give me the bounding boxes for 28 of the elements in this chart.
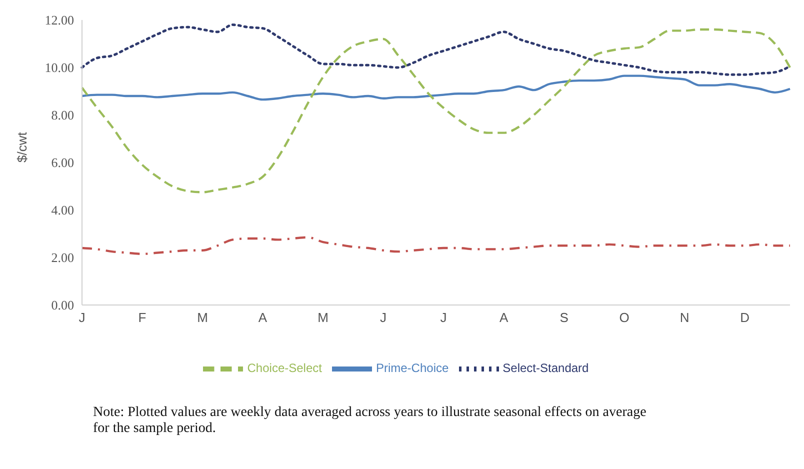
line-series: [80, 236, 792, 256]
legend-label: Choice-Select: [247, 361, 322, 376]
line-series: [80, 74, 792, 101]
y-tick-label: 4.00: [51, 202, 74, 218]
y-tick-label: 6.00: [51, 155, 74, 170]
line-series: [80, 28, 792, 194]
y-tick-label: 2.00: [51, 250, 74, 266]
x-tick-label: J: [440, 310, 447, 326]
x-tick-label: D: [740, 310, 750, 326]
legend-label: Prime-Choice: [376, 361, 449, 376]
x-tick-label: S: [560, 310, 569, 326]
x-tick-label: O: [619, 310, 630, 326]
x-tick-label: A: [499, 310, 508, 326]
y-tick-label: 8.00: [51, 108, 74, 123]
x-tick-label: J: [78, 310, 86, 326]
line-series: [80, 24, 792, 76]
x-tick-label: M: [197, 310, 208, 326]
x-tick-label: A: [258, 310, 268, 326]
x-tick-label: N: [680, 310, 690, 326]
y-axis-title: $/cwt: [14, 132, 30, 162]
y-tick-label: 0.00: [51, 298, 74, 313]
y-tick-label: 12.00: [44, 12, 74, 28]
y-tick-label: 10.00: [44, 60, 74, 76]
legend-label: Select-Standard: [502, 361, 589, 376]
text: Note: Plotted values are weekly data averaged across years to illustrate seasonal effects on average for the sample period.: [93, 405, 648, 437]
x-tick-label: F: [138, 310, 146, 326]
x-tick-label: M: [318, 310, 328, 326]
x-tick-label: J: [380, 310, 387, 326]
